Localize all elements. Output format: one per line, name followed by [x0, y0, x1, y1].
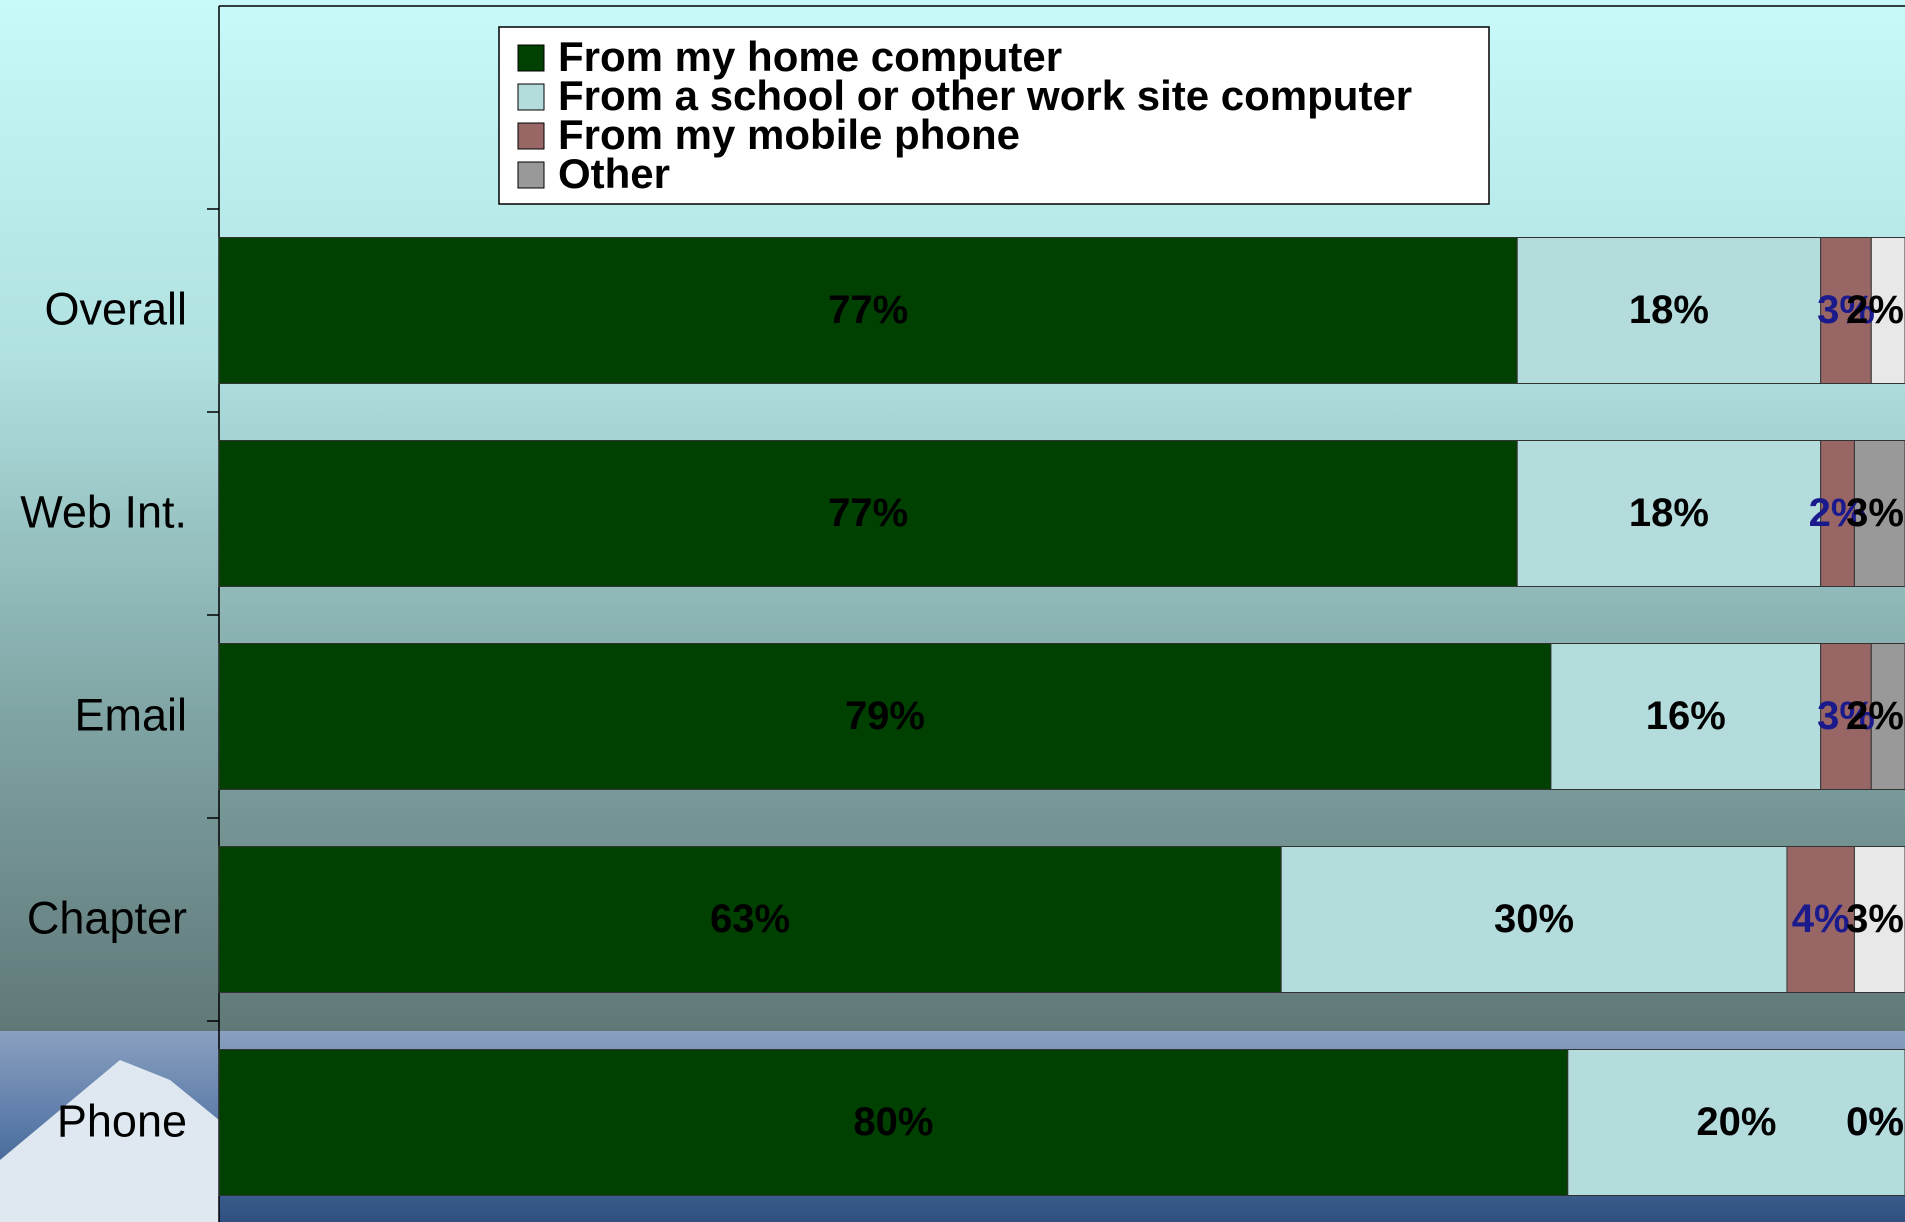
legend-label: Other — [558, 150, 670, 197]
data-label: 30% — [1494, 897, 1574, 941]
bar-segment — [218, 1049, 1569, 1196]
bar-segment — [218, 237, 1518, 384]
y-tick-label: Web Int. — [20, 486, 187, 537]
bar-segment — [218, 846, 1282, 993]
bar-segment — [1820, 237, 1872, 384]
legend-swatch — [517, 122, 545, 150]
bar-segment — [1786, 846, 1855, 993]
bar-segment — [1820, 643, 1872, 790]
legend-label: From my mobile phone — [558, 111, 1020, 158]
data-label: 3% — [1817, 288, 1875, 332]
mountain — [0, 1060, 219, 1222]
bar-segment — [1550, 643, 1822, 790]
bar-segment — [1280, 846, 1788, 993]
data-label: 63% — [710, 897, 790, 941]
y-tick-label: Overall — [44, 283, 187, 334]
bar-segment — [1870, 643, 1905, 790]
bar-segment — [218, 440, 1518, 587]
data-label: 2% — [1846, 288, 1904, 332]
data-label: 3% — [1846, 897, 1904, 941]
bar-segment — [1567, 1049, 1905, 1196]
data-label: 2% — [1846, 694, 1904, 738]
data-label: 80% — [853, 1100, 933, 1144]
data-label: 3% — [1846, 491, 1904, 535]
legend-label: From my home computer — [558, 33, 1062, 80]
data-label: 77% — [828, 288, 908, 332]
y-tick-label: Chapter — [27, 892, 187, 943]
legend-swatch — [517, 83, 545, 111]
data-label: 3% — [1817, 694, 1875, 738]
bar-segment — [1820, 440, 1855, 587]
data-label: 18% — [1629, 288, 1709, 332]
bar-segment — [1853, 440, 1905, 587]
data-label: 0% — [1846, 1100, 1904, 1144]
data-label: 0% — [1846, 1100, 1904, 1144]
data-label: 16% — [1646, 694, 1726, 738]
data-label: 20% — [1696, 1100, 1776, 1144]
bar-segment — [1853, 846, 1905, 993]
data-label: 79% — [845, 694, 925, 738]
bar-segment — [1516, 440, 1822, 587]
data-label: 77% — [828, 491, 908, 535]
y-tick-label: Email — [74, 689, 187, 740]
bar-segment — [218, 643, 1552, 790]
legend-label: From a school or other work site compute… — [558, 72, 1412, 119]
legend-box — [498, 26, 1490, 205]
data-label: 2% — [1809, 491, 1867, 535]
data-label: 18% — [1629, 491, 1709, 535]
bar-segment — [1870, 237, 1905, 384]
legend-swatch — [517, 161, 545, 189]
legend-swatch — [517, 44, 545, 72]
data-label: 4% — [1792, 897, 1850, 941]
y-tick-label: Phone — [57, 1095, 187, 1146]
bar-segment — [1516, 237, 1822, 384]
